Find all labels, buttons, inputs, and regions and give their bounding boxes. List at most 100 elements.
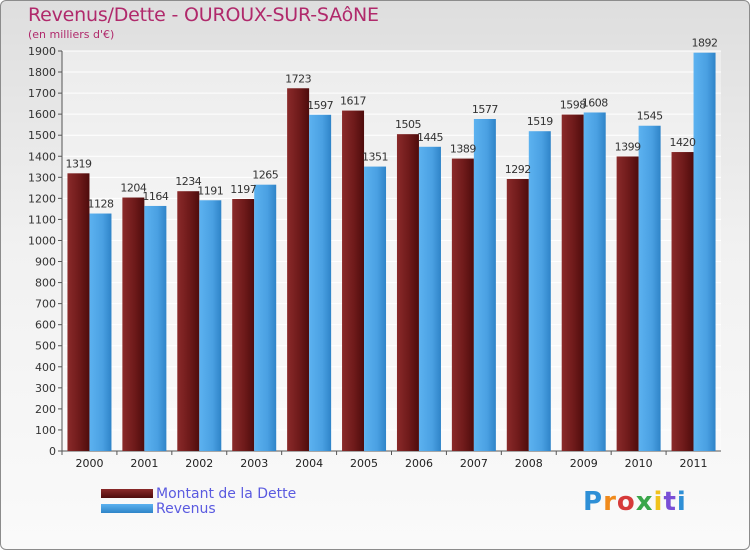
x-tick-label-2001: 2001 bbox=[130, 457, 158, 470]
bar-debt-2011 bbox=[671, 152, 694, 452]
y-tick-label-1500: 1500 bbox=[28, 129, 56, 142]
label-revenue-2003: 1265 bbox=[252, 169, 278, 182]
label-revenue-2005: 1351 bbox=[362, 151, 388, 164]
bar-debt-2004 bbox=[287, 88, 310, 452]
label-revenue-2007: 1577 bbox=[472, 103, 498, 116]
label-debt-2007: 1389 bbox=[450, 143, 476, 156]
bar-revenue-2011 bbox=[693, 52, 716, 452]
y-tick-label-0: 0 bbox=[49, 445, 56, 458]
y-tick-label-600: 600 bbox=[35, 319, 56, 332]
x-tick-label-2002: 2002 bbox=[185, 457, 213, 470]
proxiti-logo: Proxiti bbox=[583, 487, 687, 517]
x-tick-label-2011: 2011 bbox=[680, 457, 708, 470]
bar-debt-2007 bbox=[451, 158, 474, 451]
bar-revenue-2007 bbox=[473, 119, 496, 451]
label-revenue-2004: 1597 bbox=[307, 99, 333, 112]
bar-revenue-2005 bbox=[364, 166, 387, 451]
label-revenue-2010: 1545 bbox=[637, 110, 663, 123]
bar-revenue-2010 bbox=[638, 125, 661, 451]
bar-debt-2000 bbox=[67, 173, 90, 451]
y-tick-label-200: 200 bbox=[35, 403, 56, 416]
bar-revenue-2002 bbox=[199, 200, 222, 451]
y-tick-label-900: 900 bbox=[35, 256, 56, 269]
bar-revenue-2009 bbox=[583, 112, 606, 451]
plot-area bbox=[62, 51, 721, 451]
x-tick-label-2006: 2006 bbox=[405, 457, 433, 470]
bar-debt-2001 bbox=[122, 197, 145, 451]
grid-lines bbox=[62, 50, 721, 452]
bar-revenue-2000 bbox=[89, 213, 112, 451]
y-tick-label-1300: 1300 bbox=[28, 171, 56, 184]
y-tick-label-400: 400 bbox=[35, 361, 56, 374]
bars bbox=[67, 52, 716, 452]
logo-letter: x bbox=[635, 487, 654, 517]
legend: Montant de la Dette Revenus bbox=[101, 485, 297, 517]
bar-debt-2008 bbox=[506, 179, 529, 451]
bar-debt-2003 bbox=[232, 199, 255, 451]
y-tick-label-1200: 1200 bbox=[28, 192, 56, 205]
bar-debt-2009 bbox=[561, 114, 584, 451]
bar-revenue-2008 bbox=[528, 131, 551, 452]
label-debt-2000: 1319 bbox=[65, 157, 91, 170]
label-debt-2008: 1292 bbox=[505, 163, 531, 176]
y-tick-label-1400: 1400 bbox=[28, 150, 56, 163]
bar-debt-2006 bbox=[396, 134, 419, 451]
x-tick-label-2010: 2010 bbox=[625, 457, 653, 470]
y-tick-label-100: 100 bbox=[35, 424, 56, 437]
chart-title: Revenus/Dette - OUROUX-SUR-SAôNE bbox=[28, 4, 379, 26]
x-tick-label-2009: 2009 bbox=[570, 457, 598, 470]
label-debt-2011: 1420 bbox=[670, 136, 696, 149]
x-tick-label-2008: 2008 bbox=[515, 457, 543, 470]
legend-label-debt: Montant de la Dette bbox=[156, 485, 297, 502]
axes: 0 100 200 300 400 500 600 700 800 900 1000 1100 1200… bbox=[28, 45, 721, 470]
label-debt-2009: 1598 bbox=[560, 99, 586, 112]
y-tick-label-1700: 1700 bbox=[28, 87, 56, 100]
label-debt-2005: 1617 bbox=[340, 95, 366, 108]
legend-item-debt: Montant de la Dette bbox=[101, 485, 297, 502]
x-tick-label-2005: 2005 bbox=[350, 457, 378, 470]
label-debt-2010: 1399 bbox=[615, 140, 641, 153]
y-tick-label-700: 700 bbox=[35, 298, 56, 311]
x-tick-label-2007: 2007 bbox=[460, 457, 488, 470]
chart-subtitle: (en milliers d'€) bbox=[28, 28, 115, 41]
label-debt-2001: 1204 bbox=[120, 182, 146, 195]
label-debt-2004: 1723 bbox=[285, 72, 311, 85]
y-tick-label-800: 800 bbox=[35, 277, 56, 290]
logo-letter: P bbox=[583, 487, 604, 517]
y-tick-label-1000: 1000 bbox=[28, 234, 56, 247]
legend-swatch-revenue bbox=[101, 504, 153, 513]
label-debt-2006: 1505 bbox=[395, 118, 421, 131]
legend-item-revenue: Revenus bbox=[101, 500, 296, 517]
bar-debt-2002 bbox=[177, 191, 200, 452]
x-tick-label-2004: 2004 bbox=[295, 457, 323, 470]
legend-label-revenue: Revenus bbox=[156, 500, 216, 517]
bar-revenue-2004 bbox=[309, 114, 332, 451]
y-tick-label-1100: 1100 bbox=[28, 213, 56, 226]
label-revenue-2002: 1191 bbox=[197, 184, 223, 197]
x-tick-label-2000: 2000 bbox=[75, 457, 103, 470]
label-revenue-2011: 1892 bbox=[692, 37, 718, 50]
label-debt-2003: 1197 bbox=[230, 183, 256, 196]
logo-letter: t bbox=[663, 487, 677, 517]
label-revenue-2008: 1519 bbox=[527, 115, 553, 128]
label-revenue-2006: 1445 bbox=[417, 131, 443, 144]
legend-swatch-debt bbox=[101, 489, 153, 498]
logo-letter: i bbox=[653, 487, 664, 517]
y-tick-label-300: 300 bbox=[35, 382, 56, 395]
label-revenue-2001: 1164 bbox=[142, 190, 168, 203]
label-revenue-2009: 1608 bbox=[582, 96, 608, 109]
bar-revenue-2001 bbox=[144, 205, 167, 451]
bar-revenue-2003 bbox=[254, 184, 277, 451]
bar-debt-2005 bbox=[342, 110, 365, 451]
x-tick-label-2003: 2003 bbox=[240, 457, 268, 470]
bar-revenue-2006 bbox=[418, 146, 441, 451]
y-tick-label-1800: 1800 bbox=[28, 66, 56, 79]
logo-letter: i bbox=[676, 487, 687, 517]
y-tick-label-1900: 1900 bbox=[28, 45, 56, 58]
bar-debt-2010 bbox=[616, 156, 639, 451]
label-revenue-2000: 1128 bbox=[87, 198, 113, 211]
logo-letter: o bbox=[616, 487, 636, 517]
